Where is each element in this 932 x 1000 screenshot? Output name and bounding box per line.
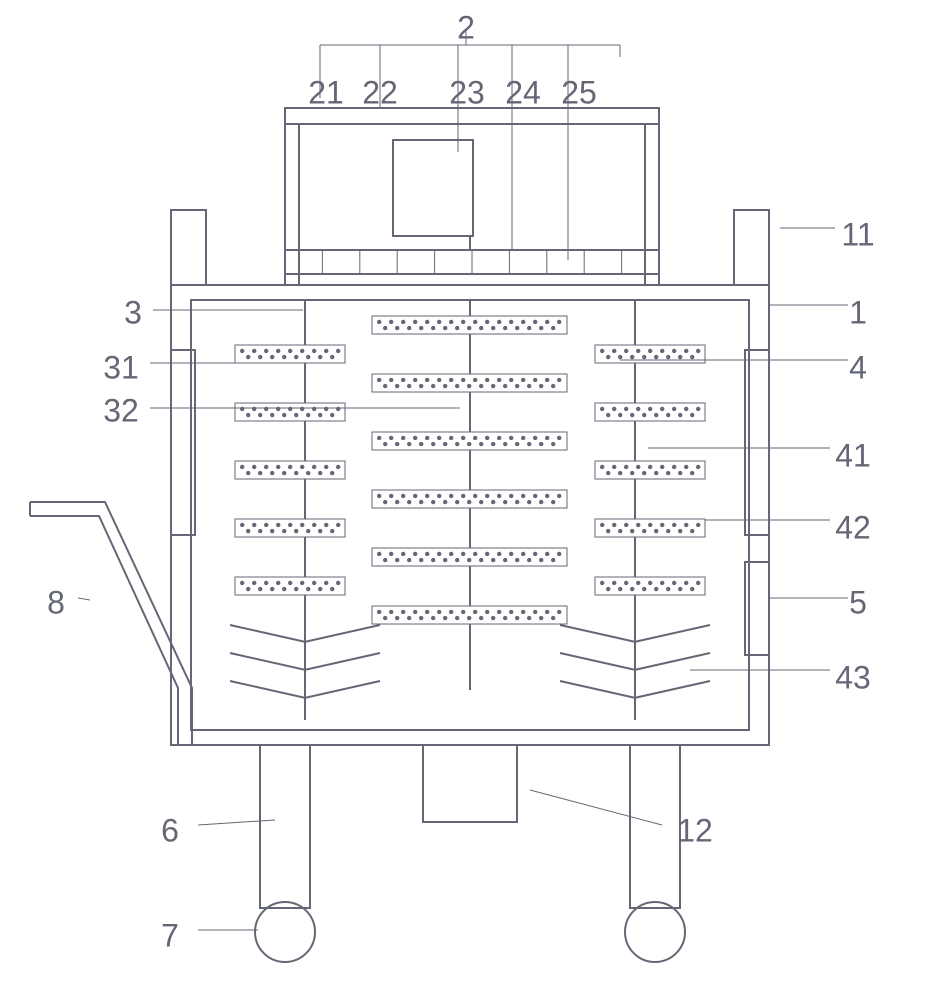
left-bar-0 [235,345,345,363]
right-bar-1 [595,403,705,421]
left-bar-4 [235,577,345,595]
label-42: 42 [835,509,871,545]
label-5: 5 [849,584,867,620]
diagram-root: 22122232425113131432414285436127 [0,0,932,1000]
right-bar-3 [595,519,705,537]
center-bar-5 [372,606,567,624]
left-bar-2 [235,461,345,479]
right-bar-2 [595,461,705,479]
center-bar-0 [372,316,567,334]
label-43: 43 [835,659,871,695]
label-3: 3 [124,294,142,330]
label-12: 12 [677,812,713,848]
left-bar-3 [235,519,345,537]
label-1: 1 [849,294,867,330]
center-bar-2 [372,432,567,450]
right-bar-4 [595,577,705,595]
center-bar-1 [372,374,567,392]
left-bar-1 [235,403,345,421]
label-24: 24 [505,74,541,110]
label-25: 25 [561,74,597,110]
label-23: 23 [449,74,485,110]
label-41: 41 [835,437,871,473]
label-8: 8 [47,584,65,620]
center-bar-4 [372,548,567,566]
label-6: 6 [161,812,179,848]
label-7: 7 [161,917,179,953]
label-2: 2 [457,9,475,45]
label-31: 31 [103,349,139,385]
label-22: 22 [362,74,398,110]
center-bar-3 [372,490,567,508]
label-11: 11 [841,216,874,252]
label-32: 32 [103,392,139,428]
label-21: 21 [308,74,344,110]
label-4: 4 [849,349,867,385]
